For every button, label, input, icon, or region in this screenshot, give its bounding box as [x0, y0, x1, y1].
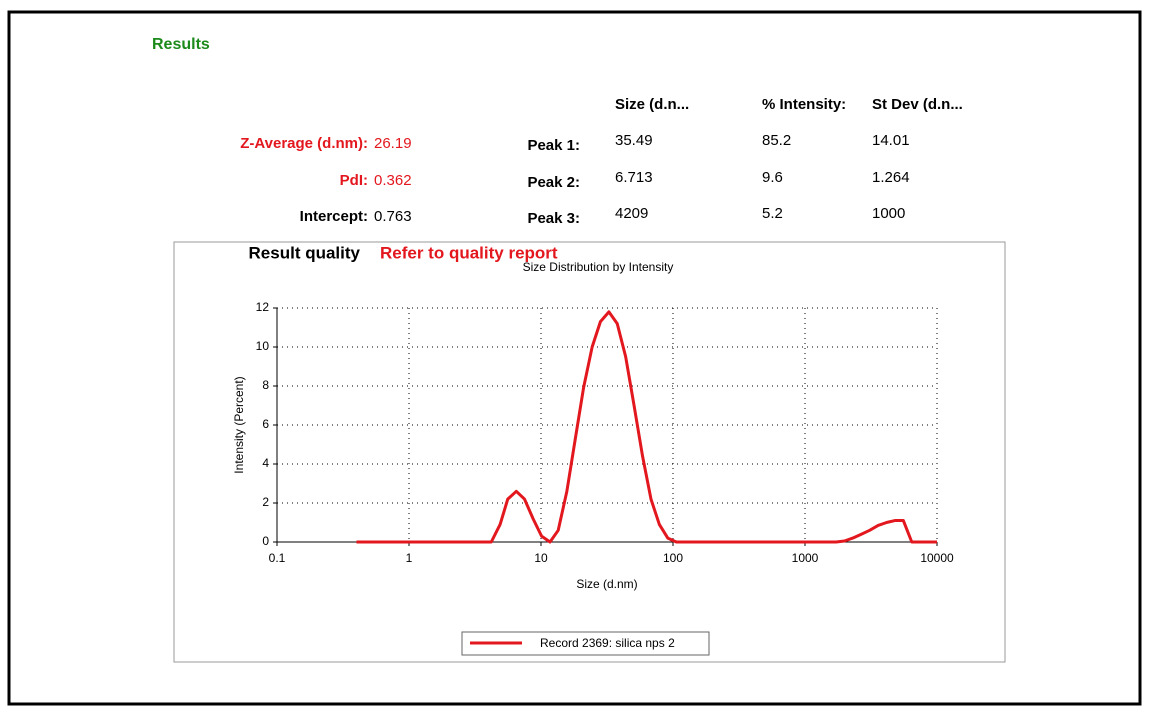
y-axis-label: Intensity (Percent)	[232, 376, 246, 473]
peak-label: Peak 2:	[527, 174, 580, 191]
x-tick-label: 100	[663, 551, 683, 565]
y-tick-label: 2	[262, 495, 269, 509]
y-tick-label: 8	[262, 378, 269, 392]
column-header: Size (d.n...	[615, 96, 689, 113]
peak-value: 85.2	[762, 132, 791, 149]
x-tick-label: 10	[534, 551, 548, 565]
legend-box	[461, 631, 710, 656]
summary-value: 0.362	[374, 172, 412, 189]
peak-label: Peak 1:	[527, 137, 580, 154]
y-tick-label: 12	[256, 300, 270, 314]
x-tick-label: 10000	[920, 551, 954, 565]
y-tick-label: 6	[262, 417, 269, 431]
quality-value: Refer to quality report	[380, 243, 558, 262]
y-tick-label: 0	[262, 534, 269, 548]
x-tick-label: 1	[406, 551, 413, 565]
legend-label: Record 2369: silica nps 2	[540, 636, 675, 650]
summary-label: Intercept:	[300, 208, 368, 225]
page-frame	[7, 10, 1142, 706]
x-axis-label: Size (d.nm)	[576, 577, 637, 591]
x-tick-label: 1000	[792, 551, 819, 565]
summary-value: 26.19	[374, 135, 412, 152]
column-header: % Intensity:	[762, 96, 846, 113]
chart-title: Size Distribution by Intensity	[523, 260, 674, 274]
y-tick-label: 4	[262, 456, 269, 470]
summary-label: Z-Average (d.nm):	[240, 135, 368, 152]
column-header: St Dev (d.n...	[872, 96, 963, 113]
y-tick-label: 10	[256, 339, 270, 353]
data-line	[356, 310, 937, 544]
quality-label: Result quality	[249, 243, 361, 262]
results-title: Results	[152, 36, 210, 53]
peak-value: 35.49	[615, 132, 653, 149]
peak-value: 6.713	[615, 169, 653, 186]
summary-label: PdI:	[340, 172, 368, 189]
chart-frame	[173, 241, 1006, 663]
summary-value: 0.763	[374, 208, 412, 225]
peak-value: 1000	[872, 205, 905, 222]
peak-value: 14.01	[872, 132, 910, 149]
peak-value: 5.2	[762, 205, 783, 222]
peak-value: 1.264	[872, 169, 910, 186]
peak-value: 9.6	[762, 169, 783, 186]
x-tick-label: 0.1	[269, 551, 286, 565]
peak-label: Peak 3:	[527, 210, 580, 227]
peak-value: 4209	[615, 205, 648, 222]
